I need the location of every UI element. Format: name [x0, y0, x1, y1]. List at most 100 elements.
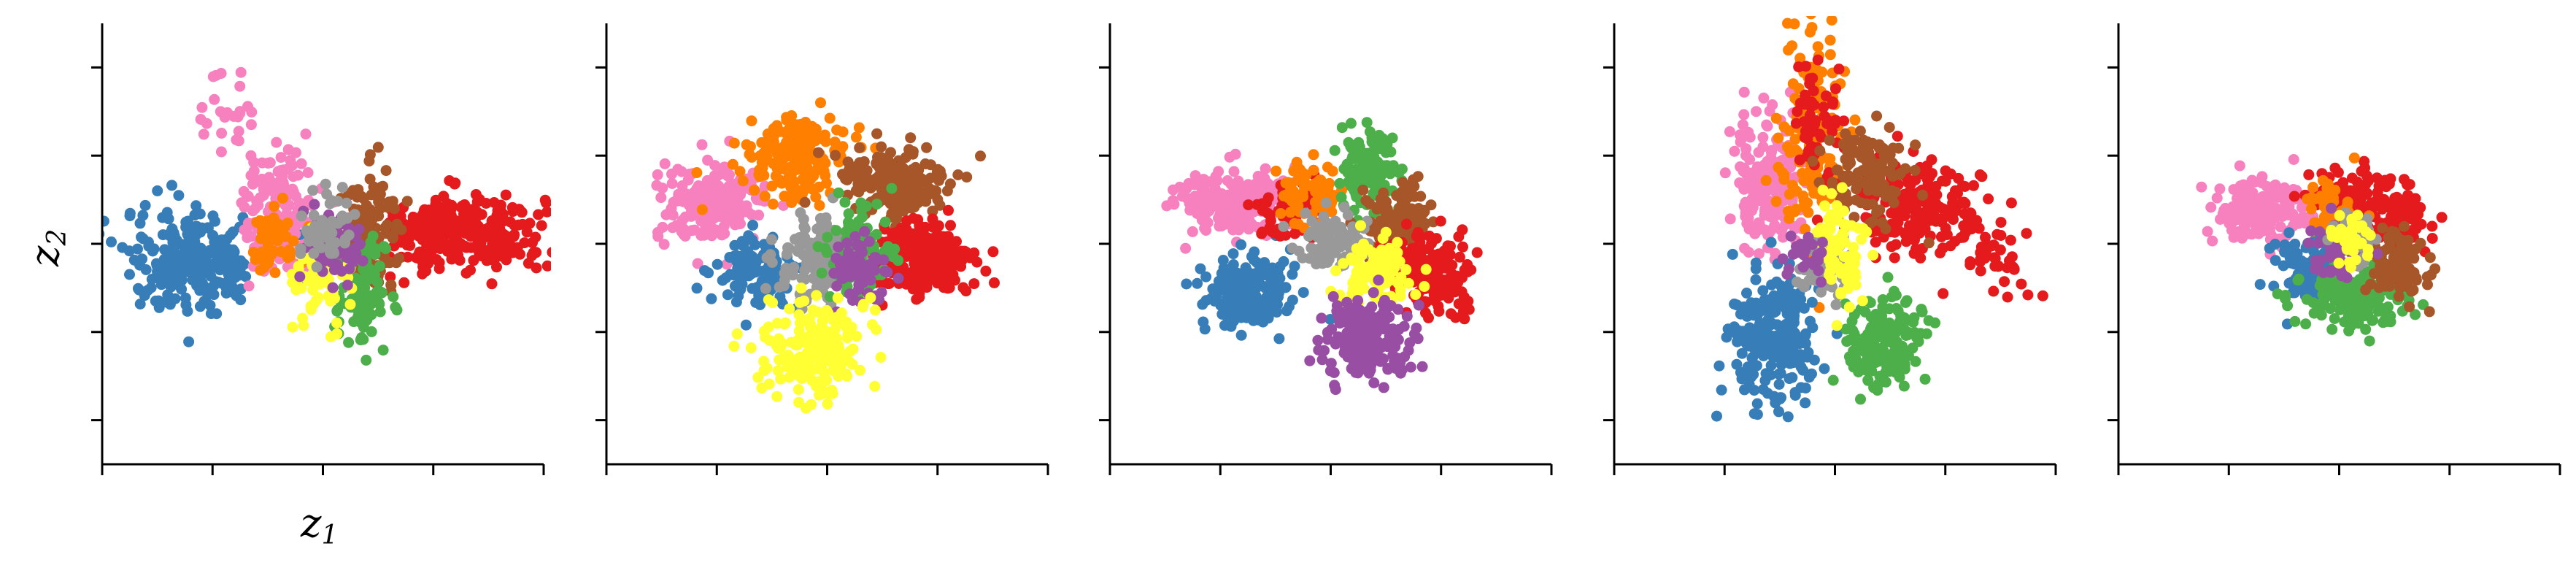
scatter-point: [391, 218, 403, 230]
scatter-point: [814, 212, 826, 224]
scatter-point: [799, 196, 811, 208]
scatter-point: [132, 243, 143, 255]
scatter-point: [233, 126, 244, 137]
scatter-point: [1937, 288, 1949, 299]
scatter-point: [86, 255, 97, 266]
scatter-point: [1937, 212, 1949, 224]
scatter-point: [234, 80, 246, 92]
scatter-point: [1802, 197, 1813, 209]
scatter-point: [837, 349, 849, 360]
scatter-point: [1228, 315, 1239, 327]
scatter-point: [1457, 306, 1469, 317]
scatter-points: [1711, 16, 2048, 423]
scatter-point: [1735, 137, 1746, 147]
scatter-point: [930, 248, 942, 260]
scatter-point: [143, 240, 155, 252]
scatter-point: [1738, 335, 1749, 347]
scatter-point: [1350, 169, 1362, 180]
scatter-point: [309, 220, 321, 232]
scatter-point: [1363, 355, 1375, 366]
scatter-point: [736, 236, 748, 247]
scatter-point: [651, 180, 663, 191]
scatter-point: [1806, 22, 1818, 34]
scatter-point: [803, 331, 814, 342]
scatter-point: [249, 203, 261, 215]
scatter-point: [1800, 328, 1811, 339]
scatter-point: [235, 66, 247, 78]
scatter-point: [849, 171, 860, 182]
scatter-point: [811, 131, 822, 142]
scatter-point: [410, 252, 422, 264]
scatter-point: [1430, 265, 1442, 277]
scatter-point: [210, 243, 222, 254]
scatter-point: [377, 345, 389, 356]
scatter-point: [1289, 201, 1301, 212]
scatter-point: [791, 339, 803, 351]
scatter-point: [1181, 278, 1192, 290]
scatter-point: [1211, 291, 1222, 302]
scatter-point: [1326, 323, 1338, 335]
scatter-point: [330, 237, 342, 248]
scatter-point: [1988, 285, 2000, 297]
scatter-point: [1213, 166, 1225, 177]
scatter-point: [342, 280, 353, 291]
scatter-point: [655, 192, 667, 204]
scatter-point: [1343, 176, 1354, 188]
scatter-point: [281, 208, 293, 220]
scatter-point: [158, 272, 169, 283]
scatter-point: [347, 255, 359, 267]
scatter-point: [215, 253, 226, 264]
scatter-point: [1273, 333, 1285, 345]
scatter-point: [1174, 181, 1186, 193]
scatter-point: [1968, 180, 1979, 191]
scatter-point: [1427, 251, 1439, 263]
scatter-point: [841, 237, 853, 249]
scatter-point: [1446, 268, 1457, 280]
scatter-point: [1770, 247, 1781, 259]
scatter-point: [1797, 167, 1808, 179]
scatter-point: [921, 142, 933, 153]
scatter-point: [1275, 208, 1287, 219]
scatter-point: [196, 101, 208, 113]
scatter-point: [1751, 106, 1762, 118]
scatter-point: [747, 220, 759, 231]
scatter-point: [1823, 167, 1835, 178]
scatter-point: [782, 358, 794, 369]
scatter-point: [797, 188, 809, 199]
scatter-point: [1838, 115, 1850, 127]
scatter-point: [479, 245, 490, 256]
scatter-point: [1259, 257, 1270, 269]
scatter-point: [264, 157, 276, 169]
scatter-point: [1419, 281, 1430, 292]
scatter-point: [927, 205, 938, 217]
scatter-point: [1304, 355, 1316, 366]
scatter-point: [1849, 114, 1861, 126]
scatter-point: [1741, 288, 1752, 299]
scatter-point: [841, 370, 853, 382]
scatter-point: [541, 206, 551, 218]
scatter-point: [372, 142, 384, 153]
scatter-point: [205, 308, 217, 320]
scatter-point: [1765, 360, 1777, 371]
scatter-point: [1870, 237, 1881, 248]
scatter-point: [1262, 182, 1274, 194]
scatter-point: [160, 256, 171, 268]
scatter-point: [824, 112, 836, 124]
scatter-point: [216, 128, 228, 139]
scatter-point: [536, 220, 547, 231]
scatter-point: [236, 197, 247, 209]
scatter-point: [1848, 212, 1860, 223]
scatter-point: [829, 137, 841, 148]
scatter-point: [360, 354, 372, 366]
scatter-point: [703, 175, 714, 187]
scatter-point: [441, 198, 453, 210]
scatter-point: [980, 265, 992, 277]
scatter-point: [833, 361, 844, 373]
scatter-point: [945, 220, 956, 231]
scatter-point: [407, 211, 419, 223]
scatter-point: [822, 398, 833, 410]
scatter-point: [1855, 197, 1867, 209]
scatter-point: [1269, 227, 1281, 239]
scatter-point: [1901, 226, 1913, 238]
scatter-point: [1875, 158, 1887, 169]
